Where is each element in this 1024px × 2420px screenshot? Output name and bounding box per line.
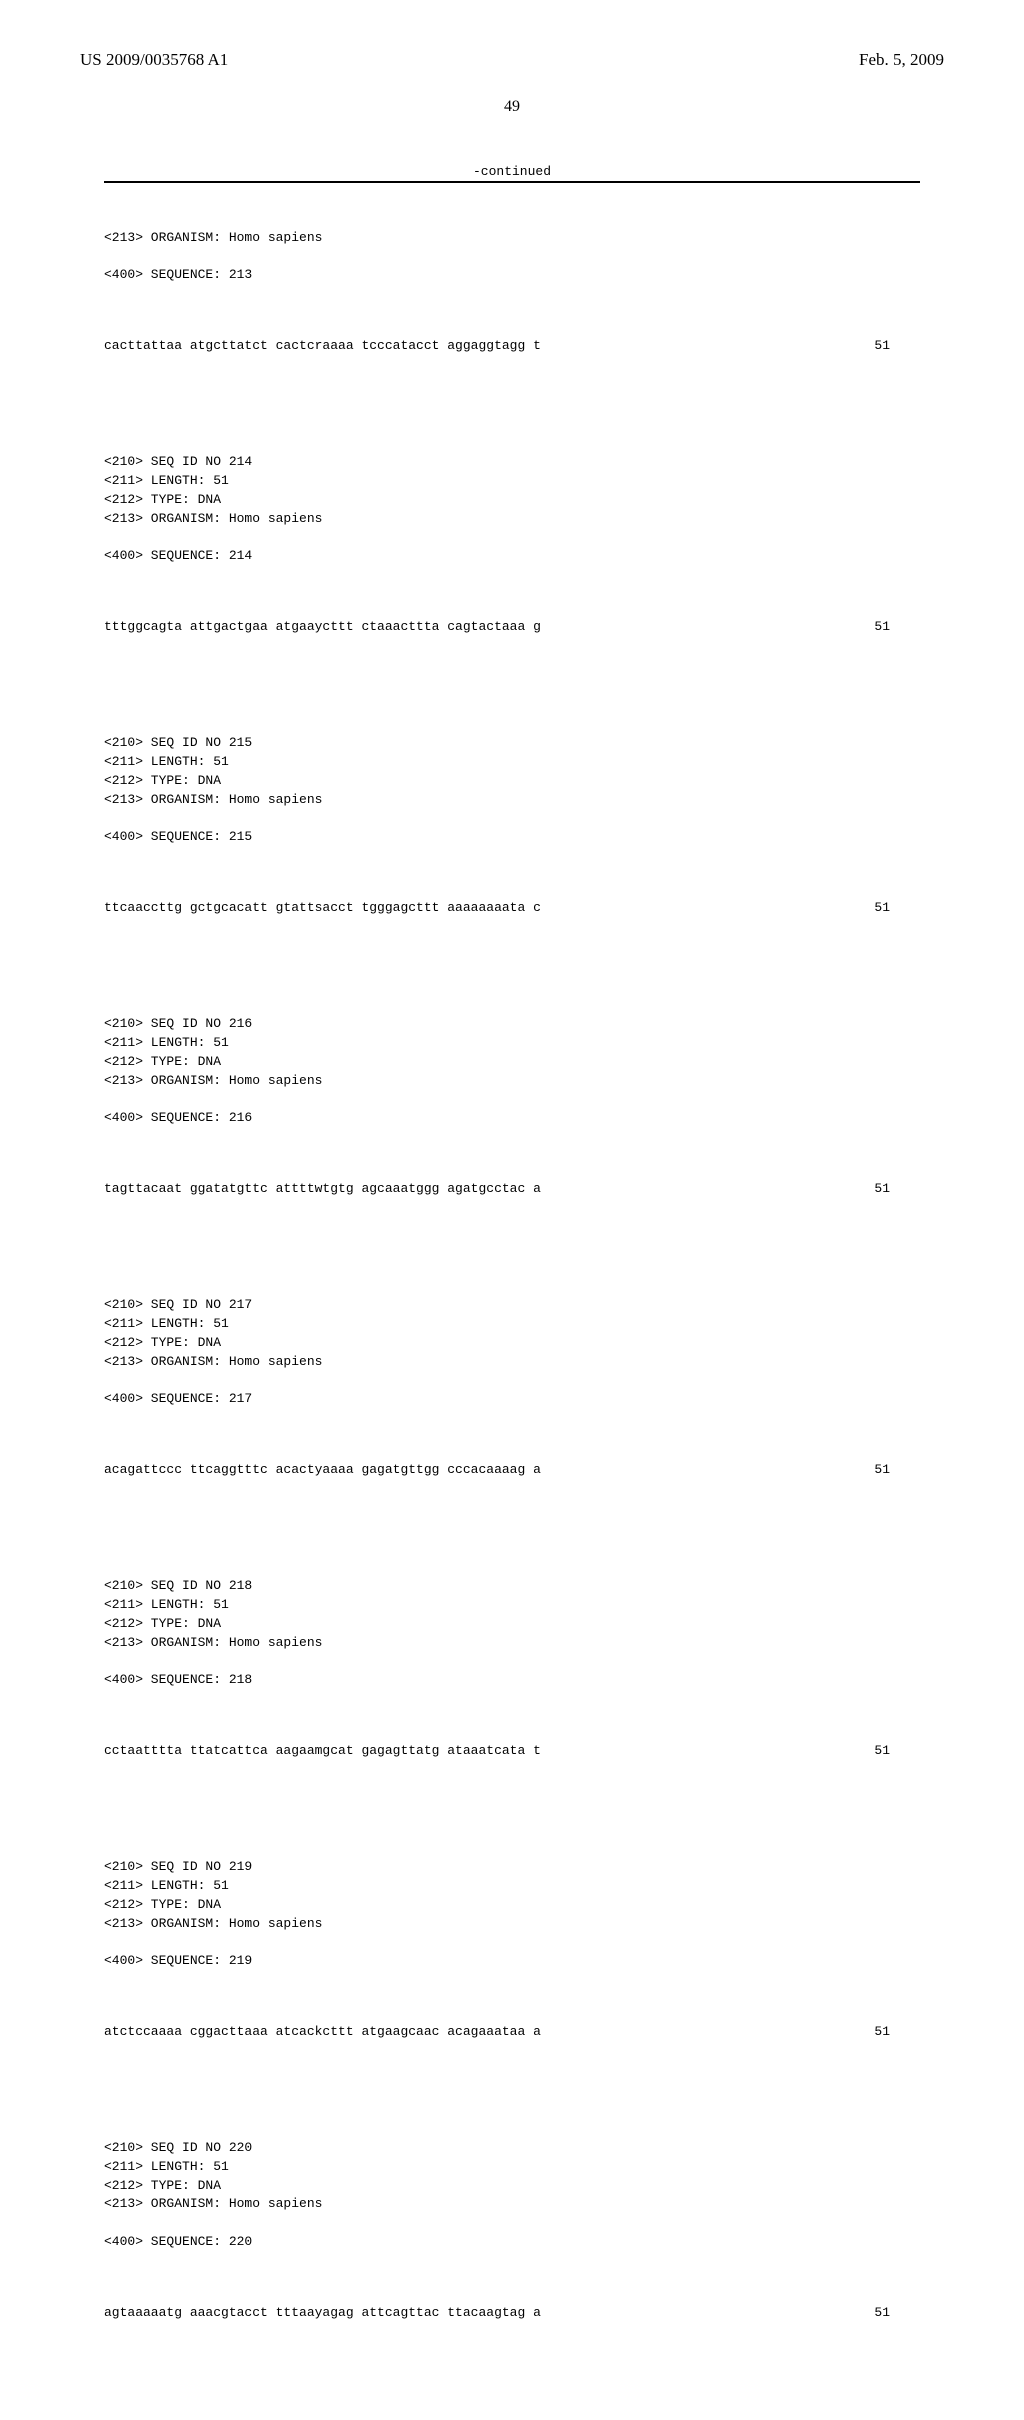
entry-meta: <210> SEQ ID NO 214 <211> LENGTH: 51 <21… xyxy=(104,453,920,566)
meta-line: <211> LENGTH: 51 xyxy=(104,1597,229,1612)
entry-meta: <210> SEQ ID NO 215 <211> LENGTH: 51 <21… xyxy=(104,734,920,847)
meta-line: <212> TYPE: DNA xyxy=(104,1335,221,1350)
meta-line: <213> ORGANISM: Homo sapiens xyxy=(104,230,322,245)
meta-line: <210> SEQ ID NO 217 xyxy=(104,1297,252,1312)
sequence-text: acagattccc ttcaggtttc acactyaaaa gagatgt… xyxy=(104,1461,541,1480)
sequence-text: tagttacaat ggatatgttc attttwtgtg agcaaat… xyxy=(104,1180,541,1199)
meta-line: <212> TYPE: DNA xyxy=(104,1897,221,1912)
entry-meta: <210> SEQ ID NO 219 <211> LENGTH: 51 <21… xyxy=(104,1858,920,1971)
sequence-row: tttggcagta attgactgaa atgaaycttt ctaaact… xyxy=(104,618,920,637)
meta-line: <211> LENGTH: 51 xyxy=(104,2159,229,2174)
sequence-length: 51 xyxy=(874,2023,920,2042)
sequence-length: 51 xyxy=(874,2304,920,2323)
sequence-row: cacttattaa atgcttatct cactcraaaa tcccata… xyxy=(104,337,920,356)
meta-line: <212> TYPE: DNA xyxy=(104,492,221,507)
sequence-entry: <213> ORGANISM: Homo sapiens <400> SEQUE… xyxy=(104,191,920,393)
meta-line: <210> SEQ ID NO 214 xyxy=(104,454,252,469)
meta-line: <213> ORGANISM: Homo sapiens xyxy=(104,1354,322,1369)
sequence-length: 51 xyxy=(874,899,920,918)
sequence-entry: <210> SEQ ID NO 214 <211> LENGTH: 51 <21… xyxy=(104,415,920,674)
meta-line: <212> TYPE: DNA xyxy=(104,2178,221,2193)
sequence-length: 51 xyxy=(874,1180,920,1199)
meta-line: <213> ORGANISM: Homo sapiens xyxy=(104,2196,322,2211)
sequence-row: acagattccc ttcaggtttc acactyaaaa gagatgt… xyxy=(104,1461,920,1480)
sequence-row: tagttacaat ggatatgttc attttwtgtg agcaaat… xyxy=(104,1180,920,1199)
sequence-text: ttcaaccttg gctgcacatt gtattsacct tgggagc… xyxy=(104,899,541,918)
horizontal-rule xyxy=(104,181,920,183)
sequence-length: 51 xyxy=(874,1461,920,1480)
meta-line: <213> ORGANISM: Homo sapiens xyxy=(104,1635,322,1650)
sequence-entry: <210> SEQ ID NO 215 <211> LENGTH: 51 <21… xyxy=(104,696,920,955)
meta-line: <211> LENGTH: 51 xyxy=(104,1878,229,1893)
meta-line: <210> SEQ ID NO 216 xyxy=(104,1016,252,1031)
meta-line: <212> TYPE: DNA xyxy=(104,1054,221,1069)
sequence-length: 51 xyxy=(874,618,920,637)
entry-meta: <210> SEQ ID NO 220 <211> LENGTH: 51 <21… xyxy=(104,2139,920,2252)
meta-line: <400> SEQUENCE: 217 xyxy=(104,1391,252,1406)
meta-line: <213> ORGANISM: Homo sapiens xyxy=(104,792,322,807)
meta-line: <400> SEQUENCE: 219 xyxy=(104,1953,252,1968)
sequence-length: 51 xyxy=(874,337,920,356)
entry-meta: <210> SEQ ID NO 217 <211> LENGTH: 51 <21… xyxy=(104,1296,920,1409)
meta-line: <400> SEQUENCE: 220 xyxy=(104,2234,252,2249)
sequence-entry: <210> SEQ ID NO 216 <211> LENGTH: 51 <21… xyxy=(104,977,920,1236)
meta-line: <211> LENGTH: 51 xyxy=(104,1035,229,1050)
entry-meta: <210> SEQ ID NO 218 <211> LENGTH: 51 <21… xyxy=(104,1577,920,1690)
sequence-text: atctccaaaa cggacttaaa atcackcttt atgaagc… xyxy=(104,2023,541,2042)
sequence-length: 51 xyxy=(874,1742,920,1761)
page-header: US 2009/0035768 A1 Feb. 5, 2009 xyxy=(80,50,944,70)
sequence-entry: <210> SEQ ID NO 218 <211> LENGTH: 51 <21… xyxy=(104,1539,920,1798)
sequence-row: ttcaaccttg gctgcacatt gtattsacct tgggagc… xyxy=(104,899,920,918)
meta-line: <400> SEQUENCE: 216 xyxy=(104,1110,252,1125)
publication-date: Feb. 5, 2009 xyxy=(859,50,944,70)
entry-meta: <213> ORGANISM: Homo sapiens <400> SEQUE… xyxy=(104,229,920,286)
sequence-text: cacttattaa atgcttatct cactcraaaa tcccata… xyxy=(104,337,541,356)
sequence-text: agtaaaaatg aaacgtacct tttaayagag attcagt… xyxy=(104,2304,541,2323)
meta-line: <210> SEQ ID NO 215 xyxy=(104,735,252,750)
meta-line: <213> ORGANISM: Homo sapiens xyxy=(104,511,322,526)
meta-line: <212> TYPE: DNA xyxy=(104,773,221,788)
page-number: 49 xyxy=(80,98,944,116)
document-id: US 2009/0035768 A1 xyxy=(80,50,228,70)
meta-line: <210> SEQ ID NO 218 xyxy=(104,1578,252,1593)
meta-line: <210> SEQ ID NO 220 xyxy=(104,2140,252,2155)
sequence-entry: <210> SEQ ID NO 220 <211> LENGTH: 51 <21… xyxy=(104,2101,920,2360)
sequence-row: agtaaaaatg aaacgtacct tttaayagag attcagt… xyxy=(104,2304,920,2323)
sequence-row: cctaatttta ttatcattca aagaamgcat gagagtt… xyxy=(104,1742,920,1761)
meta-line: <210> SEQ ID NO 219 xyxy=(104,1859,252,1874)
meta-line: <400> SEQUENCE: 214 xyxy=(104,548,252,563)
meta-line: <211> LENGTH: 51 xyxy=(104,1316,229,1331)
sequence-row: atctccaaaa cggacttaaa atcackcttt atgaagc… xyxy=(104,2023,920,2042)
meta-line: <400> SEQUENCE: 215 xyxy=(104,829,252,844)
sequence-text: cctaatttta ttatcattca aagaamgcat gagagtt… xyxy=(104,1742,541,1761)
meta-line: <213> ORGANISM: Homo sapiens xyxy=(104,1073,322,1088)
meta-line: <212> TYPE: DNA xyxy=(104,1616,221,1631)
entry-meta: <210> SEQ ID NO 216 <211> LENGTH: 51 <21… xyxy=(104,1015,920,1128)
meta-line: <211> LENGTH: 51 xyxy=(104,754,229,769)
content-area: -continued <213> ORGANISM: Homo sapiens … xyxy=(80,164,944,2360)
meta-line: <400> SEQUENCE: 213 xyxy=(104,267,252,282)
continued-label: -continued xyxy=(104,164,920,179)
page-container: US 2009/0035768 A1 Feb. 5, 2009 49 -cont… xyxy=(0,0,1024,2420)
meta-line: <213> ORGANISM: Homo sapiens xyxy=(104,1916,322,1931)
sequence-entry: <210> SEQ ID NO 217 <211> LENGTH: 51 <21… xyxy=(104,1258,920,1517)
meta-line: <400> SEQUENCE: 218 xyxy=(104,1672,252,1687)
meta-line: <211> LENGTH: 51 xyxy=(104,473,229,488)
sequence-text: tttggcagta attgactgaa atgaaycttt ctaaact… xyxy=(104,618,541,637)
sequence-entry: <210> SEQ ID NO 219 <211> LENGTH: 51 <21… xyxy=(104,1820,920,2079)
